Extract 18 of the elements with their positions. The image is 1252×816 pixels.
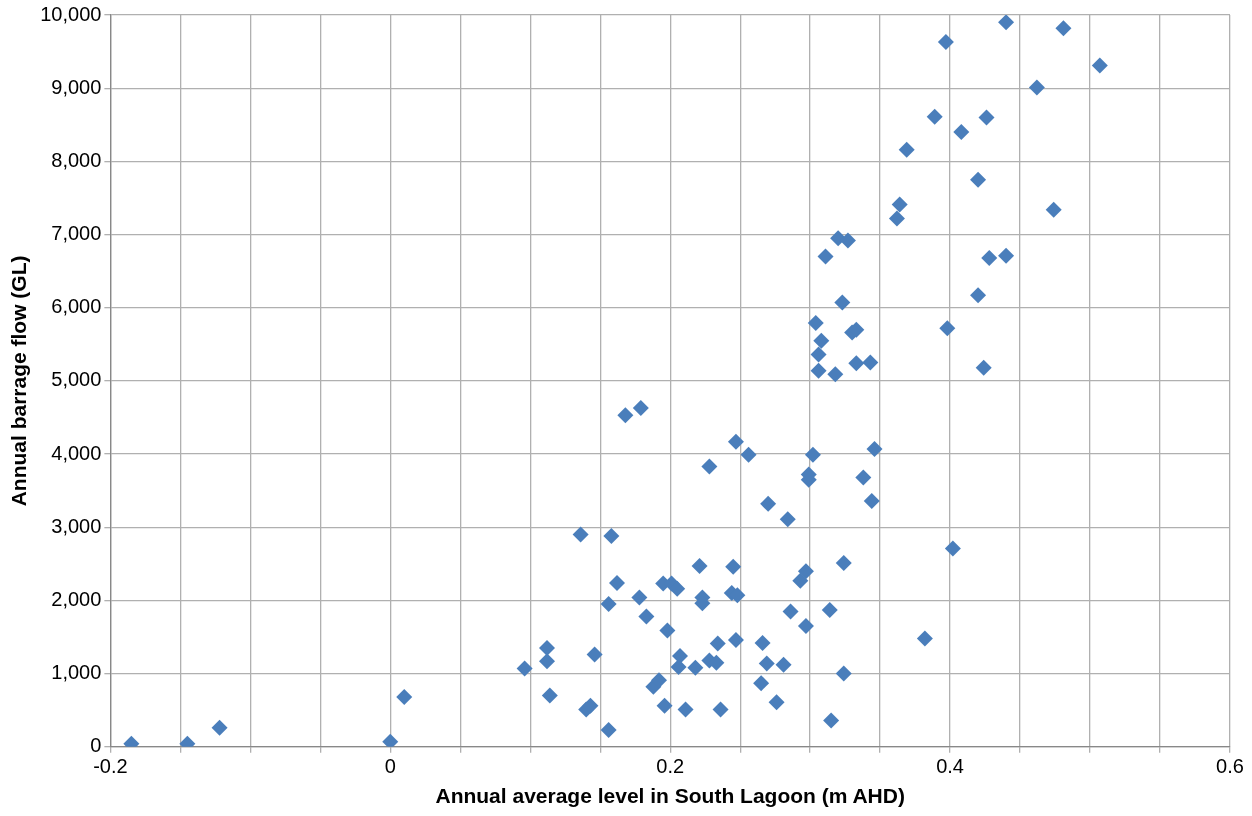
y-tick-label: 10,000 bbox=[40, 2, 102, 25]
y-tick-label: 8,000 bbox=[51, 148, 102, 171]
y-tick-label: 9,000 bbox=[51, 75, 102, 98]
y-tick-label: 6,000 bbox=[51, 295, 102, 318]
x-tick-label: 0.2 bbox=[656, 755, 685, 778]
y-tick-label: 3,000 bbox=[51, 514, 102, 537]
x-tick-label: 0.4 bbox=[936, 755, 964, 778]
x-tick-label: 0 bbox=[384, 755, 396, 778]
x-axis-title: Annual average level in South Lagoon (m AHD) bbox=[435, 784, 905, 808]
y-tick-label: 4,000 bbox=[51, 441, 102, 464]
x-tick-label: -0.2 bbox=[93, 755, 128, 778]
y-tick-label: 7,000 bbox=[51, 222, 102, 245]
y-axis-title: Annual barrage flow (GL) bbox=[7, 255, 31, 507]
y-tick-label: 1,000 bbox=[51, 661, 102, 684]
y-tick-label: 2,000 bbox=[51, 587, 102, 610]
x-tick-label: 0.6 bbox=[1216, 755, 1244, 778]
y-tick-label: 0 bbox=[90, 734, 102, 757]
y-tick-label: 5,000 bbox=[51, 368, 102, 391]
